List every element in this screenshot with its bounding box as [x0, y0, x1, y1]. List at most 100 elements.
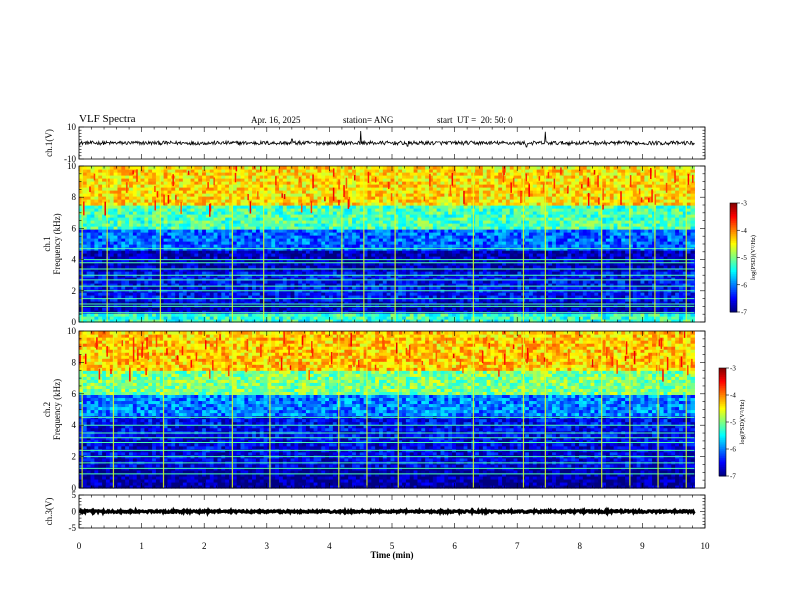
- spectrogram-cell: [244, 298, 249, 302]
- spectrogram-cell: [113, 313, 119, 317]
- spectrogram-cell: [267, 292, 272, 296]
- spectrogram-cell: [105, 310, 111, 314]
- spectrogram-cell: [179, 295, 184, 299]
- spectrogram-cell: [125, 319, 130, 323]
- spectrogram-cell: [98, 304, 103, 308]
- spectrogram-cell: [179, 313, 184, 317]
- spectrogram-cell: [198, 307, 203, 311]
- spectrogram-cell: [240, 319, 245, 323]
- spectrogram-cell: [267, 313, 272, 317]
- spectrogram-cell: [236, 310, 242, 314]
- spectrogram-cell: [186, 310, 192, 314]
- spectrogram-cell: [482, 304, 488, 308]
- spectrogram-cell: [502, 307, 507, 311]
- spectrogram-cell: [194, 304, 199, 308]
- spectrogram-cell: [667, 310, 672, 314]
- spectrogram-cell: [682, 319, 688, 323]
- spectrogram-cell: [552, 313, 557, 317]
- spectrogram-cell: [475, 316, 480, 320]
- spectrogram-cell: [428, 304, 434, 308]
- spectrogram-cell: [555, 301, 561, 305]
- spectrogram-cell: [317, 292, 322, 296]
- spectrogram-cell: [475, 301, 480, 305]
- spectrogram-cell: [578, 301, 584, 305]
- spectrogram-cell: [228, 301, 234, 305]
- spectrogram-cell: [402, 304, 407, 308]
- spectrogram-cell: [582, 307, 588, 311]
- spectrogram-cell: [167, 319, 172, 323]
- spectrogram-cell: [371, 316, 376, 320]
- spectrogram-cell: [686, 304, 692, 308]
- spectrogram-cell: [502, 316, 507, 320]
- spectrogram-cell: [344, 298, 349, 302]
- spectrogram-cell: [659, 298, 665, 302]
- spectrogram-cell: [628, 301, 634, 305]
- spectrogram-cell: [652, 304, 657, 308]
- spectrogram-cell: [378, 295, 384, 299]
- spectrogram-cell: [594, 301, 599, 305]
- spectrogram-cell: [109, 310, 115, 314]
- spectrogram-cell: [252, 313, 257, 317]
- spectrogram-cell: [217, 316, 222, 320]
- spectrogram-cell: [444, 313, 449, 317]
- spectrogram-cell: [513, 307, 519, 311]
- spectrogram-cell: [663, 295, 669, 299]
- spectrogram-cell: [236, 316, 242, 320]
- spectrogram-cell: [278, 319, 284, 323]
- spectrogram-cell: [544, 301, 549, 305]
- spectrogram-cell: [490, 313, 495, 317]
- spectrogram-cell: [417, 313, 422, 317]
- spectrogram-cell: [309, 301, 315, 305]
- spectrogram-cell: [682, 304, 688, 308]
- spectrogram-cell: [652, 307, 657, 311]
- spectrogram-cell: [536, 298, 542, 302]
- spectrogram-cell: [94, 292, 99, 296]
- spectrogram-cell: [602, 319, 607, 323]
- spectrogram-cell: [129, 298, 134, 302]
- spectrogram-cell: [321, 292, 326, 296]
- spectrogram-cell: [598, 316, 603, 320]
- spectrogram-cell: [352, 295, 357, 299]
- spectrogram-cell: [367, 310, 372, 314]
- spectrogram-cell: [263, 313, 269, 317]
- spectrogram-cell: [413, 298, 419, 302]
- spectrogram-cell: [544, 295, 549, 299]
- spectrogram-cell: [502, 301, 507, 305]
- spectrogram-cell: [205, 295, 211, 299]
- spectrogram-cell: [578, 307, 584, 311]
- spectrogram-cell: [682, 298, 688, 302]
- spectrogram-cell: [313, 310, 319, 314]
- spectrogram-cell: [448, 313, 453, 317]
- spectrogram-cell: [613, 310, 619, 314]
- spectrogram-cell: [575, 304, 580, 308]
- spectrogram-cell: [352, 298, 357, 302]
- spectrogram-cell: [648, 313, 653, 317]
- spectrogram-cell: [567, 301, 572, 305]
- spectrogram-cell: [467, 298, 472, 302]
- spectrogram-cell: [498, 298, 503, 302]
- spectrogram-cell: [525, 304, 530, 308]
- spectrogram-cell: [371, 313, 376, 317]
- spectrogram-cell: [221, 295, 226, 299]
- spectrogram-cell: [79, 292, 84, 296]
- spectrogram-cell: [132, 301, 138, 305]
- spectrogram-cell: [144, 298, 149, 302]
- spectrogram-cell: [505, 295, 511, 299]
- spectrogram-cell: [552, 319, 557, 323]
- spectrogram-cell: [140, 316, 145, 320]
- spectrogram-cell: [690, 313, 695, 317]
- spectrogram-cell: [590, 304, 595, 308]
- spectrogram-cell: [136, 304, 142, 308]
- spectrogram-cell: [186, 307, 192, 311]
- spectrogram-cell: [394, 304, 399, 308]
- spectrogram-cell: [448, 301, 453, 305]
- spectrogram-cell: [232, 304, 238, 308]
- spectrogram-cell: [532, 316, 538, 320]
- spectrogram-cell: [371, 307, 376, 311]
- spectrogram-cell: [94, 307, 99, 311]
- spectrogram-cell: [336, 298, 342, 302]
- spectrogram-cell: [309, 298, 315, 302]
- spectrogram-cell: [575, 301, 580, 305]
